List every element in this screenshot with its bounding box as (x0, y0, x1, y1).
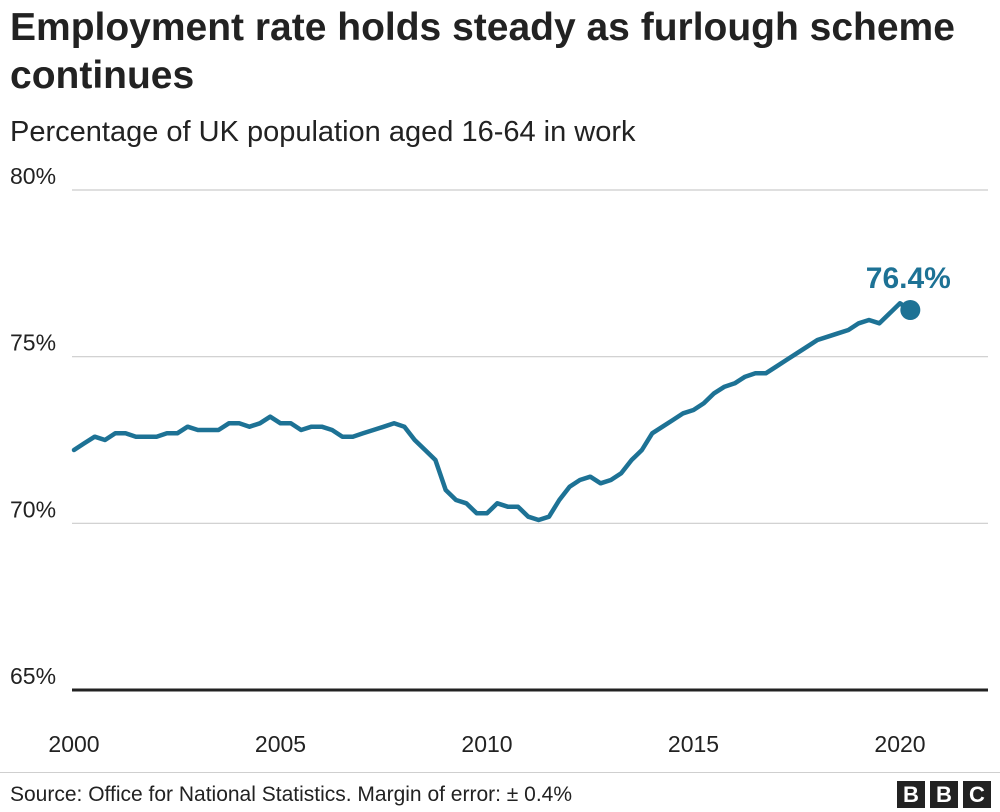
latest-value-point (900, 300, 921, 320)
x-tick-label: 2010 (461, 731, 512, 757)
line-chart: 65% 70% 75% 80% 2000 2005 2010 2015 2020 76.4% (10, 163, 988, 757)
y-axis-tick-labels: 65% 70% 75% 80% (10, 163, 56, 689)
chart-title: Employment rate holds steady as furlough… (10, 6, 955, 97)
chart-subtitle: Percentage of UK population aged 16-64 i… (10, 116, 636, 148)
source-note: Source: Office for National Statistics. … (10, 783, 573, 806)
series-line (71, 301, 913, 523)
series-layer: 76.4% (71, 262, 951, 523)
x-axis-tick-labels: 2000 2005 2010 2015 2020 (48, 731, 925, 757)
y-tick-label: 70% (10, 496, 56, 522)
x-tick-label: 2020 (874, 731, 925, 757)
gridlines (72, 189, 988, 692)
bbc-logo: B B C (897, 781, 991, 808)
latest-value-label: 76.4% (866, 262, 951, 295)
footer-divider (0, 772, 1000, 773)
bbc-logo-letter-c: C (963, 781, 991, 808)
x-tick-label: 2000 (48, 731, 99, 757)
bbc-logo-letter-b2: B (930, 781, 958, 808)
bbc-logo-letter-b1: B (897, 781, 925, 808)
x-tick-label: 2005 (255, 731, 306, 757)
y-tick-label: 80% (10, 163, 56, 189)
x-tick-label: 2015 (668, 731, 719, 757)
y-tick-label: 65% (10, 663, 56, 689)
y-tick-label: 75% (10, 330, 56, 356)
